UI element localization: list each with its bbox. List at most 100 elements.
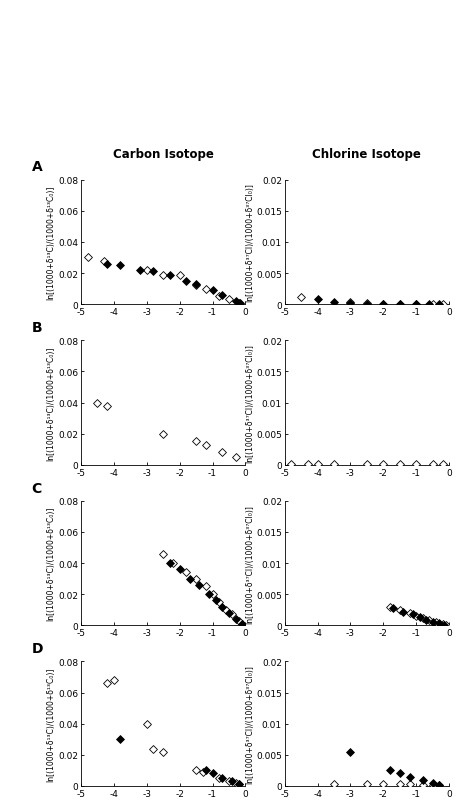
Point <box>419 773 426 786</box>
Point <box>202 283 210 296</box>
Text: D: D <box>31 642 43 655</box>
Point <box>304 458 312 471</box>
Point <box>143 264 150 277</box>
Point <box>425 614 433 627</box>
Point <box>419 612 426 625</box>
Point <box>413 458 420 471</box>
Text: A: A <box>31 160 43 174</box>
Point <box>209 588 216 601</box>
Point <box>347 297 354 310</box>
Point <box>363 298 371 310</box>
Point <box>219 446 226 459</box>
Point <box>439 618 446 630</box>
Point <box>363 458 371 471</box>
Point <box>386 601 394 614</box>
Text: C: C <box>31 481 42 495</box>
Point <box>229 775 236 788</box>
Point <box>104 258 111 271</box>
Point <box>406 770 413 783</box>
Point <box>238 618 246 630</box>
Point <box>209 767 216 780</box>
Point <box>330 458 338 471</box>
Y-axis label: ln[(1000+δ³⁷Cl)/(1000+δ³⁷Cl₀)]: ln[(1000+δ³⁷Cl)/(1000+δ³⁷Cl₀)] <box>246 664 255 784</box>
Point <box>159 548 167 561</box>
Point <box>396 298 404 310</box>
Point <box>237 297 244 310</box>
Point <box>143 717 150 730</box>
Point <box>413 610 420 622</box>
Point <box>314 458 321 471</box>
Point <box>110 674 118 687</box>
Point <box>425 298 433 311</box>
Point <box>166 557 174 569</box>
Point <box>137 264 144 277</box>
Point <box>182 566 190 579</box>
Point <box>215 596 223 609</box>
Point <box>396 298 404 310</box>
Text: Carbon Isotope: Carbon Isotope <box>113 148 213 160</box>
Point <box>413 298 420 310</box>
Y-axis label: ln[(1000+δ³⁷Cl)/(1000+δ³⁷Cl₀)]: ln[(1000+δ³⁷Cl)/(1000+δ³⁷Cl₀)] <box>246 343 255 463</box>
Point <box>206 588 213 601</box>
Point <box>439 298 446 311</box>
Point <box>166 269 174 282</box>
Point <box>104 677 111 690</box>
Point <box>396 458 404 471</box>
Point <box>416 611 423 624</box>
Text: B: B <box>31 321 42 334</box>
Point <box>232 295 239 308</box>
Y-axis label: ln[(1000+δ¹³C)/(1000+δ¹³C₀)]: ln[(1000+δ¹³C)/(1000+δ¹³C₀)] <box>46 185 56 300</box>
Point <box>212 594 219 607</box>
Point <box>396 767 404 780</box>
Point <box>347 298 354 310</box>
Point <box>409 608 417 621</box>
Point <box>196 579 203 592</box>
Point <box>193 278 200 291</box>
Point <box>219 289 226 302</box>
Point <box>429 778 436 791</box>
Point <box>298 291 305 304</box>
Point <box>209 285 216 298</box>
Point <box>389 602 397 614</box>
Point <box>186 573 193 585</box>
Point <box>202 439 210 452</box>
Point <box>193 573 200 585</box>
Point <box>199 766 206 779</box>
Point <box>429 776 436 789</box>
Point <box>232 451 239 464</box>
Point <box>117 733 124 746</box>
Point <box>219 601 226 614</box>
Point <box>406 606 413 619</box>
Y-axis label: ln[(1000+δ¹³C)/(1000+δ¹³C₀)]: ln[(1000+δ¹³C)/(1000+δ¹³C₀)] <box>46 346 56 460</box>
Point <box>202 764 210 777</box>
Y-axis label: ln[(1000+δ¹³C)/(1000+δ¹³C₀)]: ln[(1000+δ¹³C)/(1000+δ¹³C₀)] <box>46 666 56 781</box>
Point <box>380 298 387 310</box>
Point <box>429 298 436 311</box>
Point <box>429 615 436 628</box>
Point <box>432 616 440 629</box>
Point <box>380 298 387 310</box>
Point <box>442 618 450 631</box>
Point <box>238 618 246 630</box>
Point <box>363 778 371 791</box>
Point <box>182 275 190 288</box>
Point <box>232 776 239 789</box>
Point <box>330 297 338 310</box>
Y-axis label: ln[(1000+δ³⁷Cl)/(1000+δ³⁷Cl₀)]: ln[(1000+δ³⁷Cl)/(1000+δ³⁷Cl₀)] <box>246 504 255 623</box>
Point <box>380 778 387 791</box>
Point <box>396 778 404 791</box>
Point <box>232 613 239 626</box>
Point <box>193 435 200 448</box>
Point <box>419 778 426 791</box>
Point <box>169 557 177 569</box>
Point <box>159 427 167 440</box>
Point <box>436 779 443 792</box>
Point <box>436 298 443 311</box>
Point <box>380 458 387 471</box>
Point <box>288 458 295 471</box>
Point <box>159 745 167 758</box>
Point <box>176 269 183 282</box>
Point <box>193 280 200 293</box>
Point <box>94 396 101 409</box>
Point <box>117 260 124 273</box>
